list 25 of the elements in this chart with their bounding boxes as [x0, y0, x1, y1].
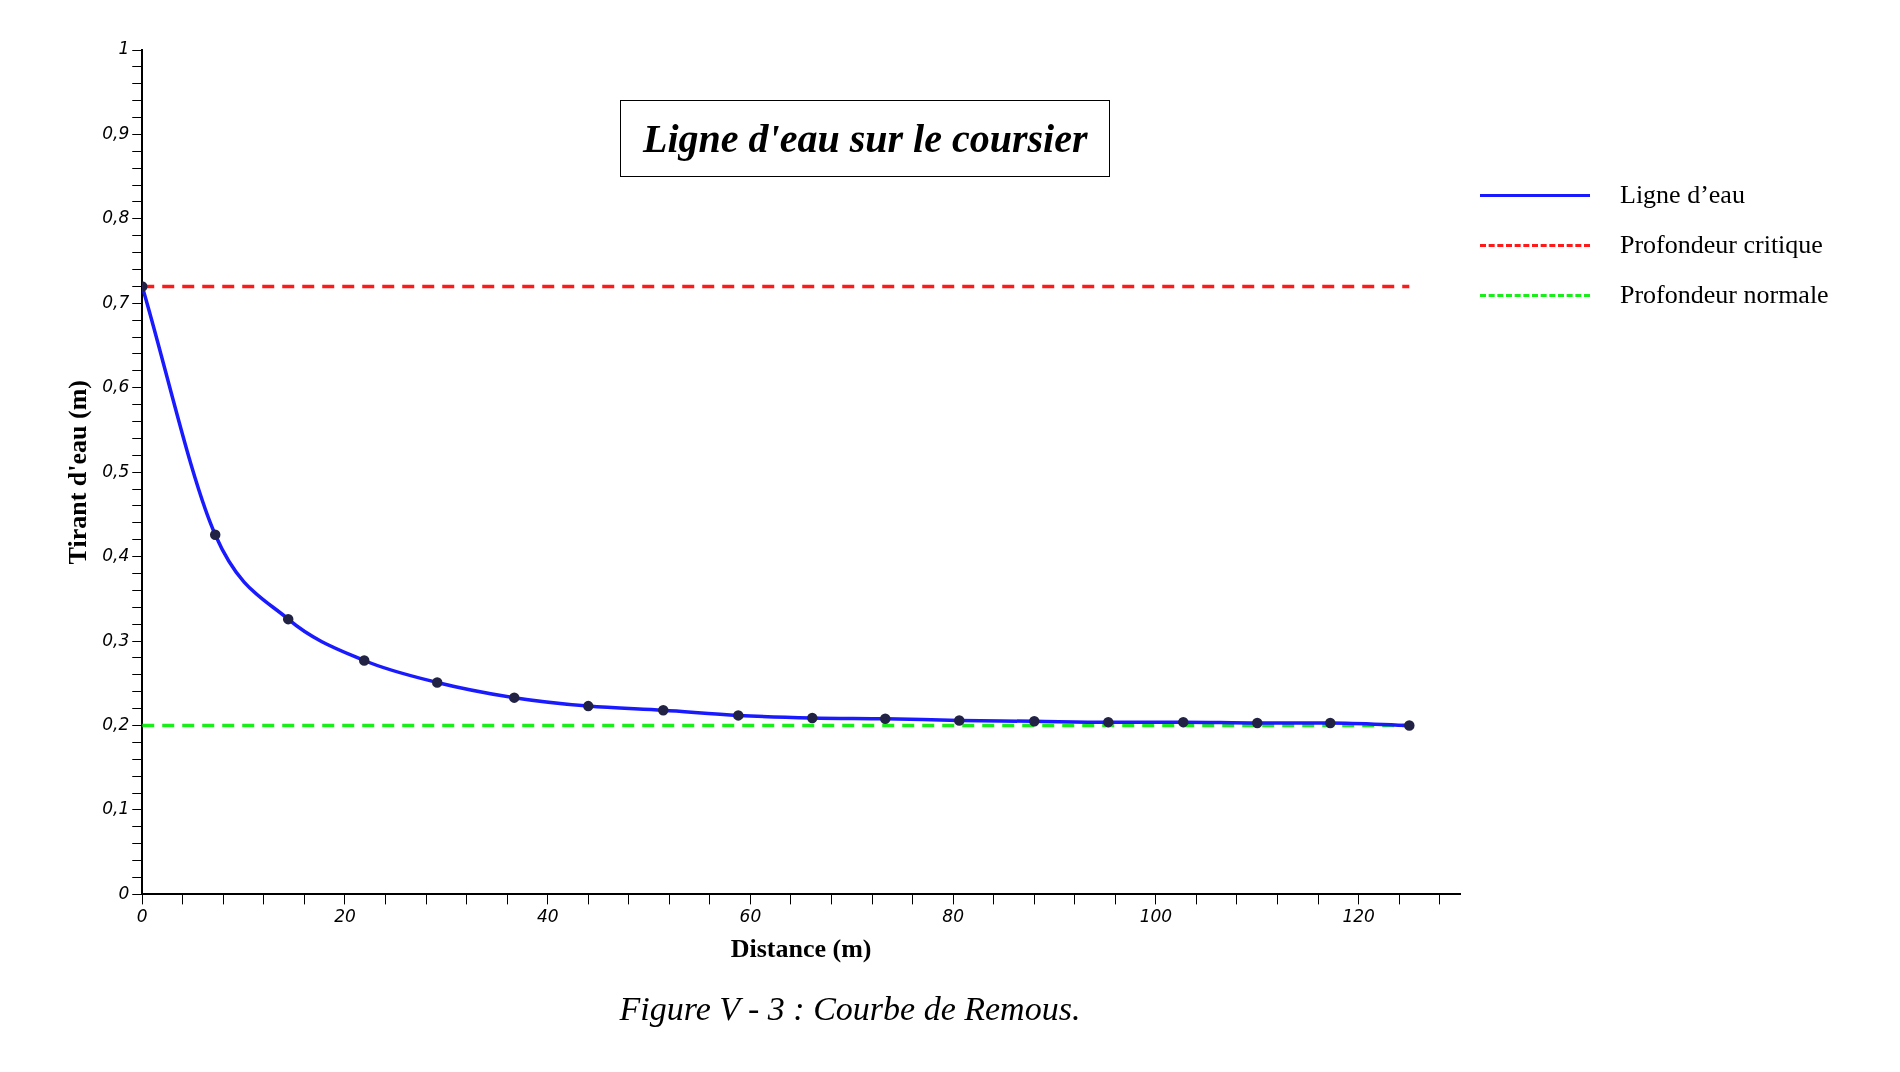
x-axis-title: Distance (m): [730, 934, 872, 964]
x-tick-label: 100: [1139, 906, 1173, 927]
y-tick-label: 0: [118, 882, 130, 903]
x-tick-label: 0: [136, 906, 148, 927]
y-tick-label: 1: [118, 38, 130, 59]
text: Figure V - 3 : Courbe de Remous.: [618, 990, 1082, 1028]
y-tick-label: 0,9: [102, 122, 130, 143]
y-tick-label: 0,7: [102, 291, 130, 312]
y-tick-label: 0,5: [102, 460, 130, 481]
x-tick-label: 60: [739, 906, 762, 927]
x-tick-label: 40: [536, 906, 559, 927]
y-tick-label: 0,1: [102, 798, 130, 819]
x-tick-label: 120: [1342, 906, 1375, 927]
legend-label: Ligne d’eau: [1620, 180, 1745, 210]
y-tick-label: 0,8: [102, 207, 130, 228]
legend-label: Profondeur critique: [1620, 230, 1823, 260]
y-tick-label: 0,6: [102, 376, 130, 397]
y-tick-label: 0,2: [102, 713, 130, 734]
x-tick-label: 80: [942, 906, 964, 927]
x-tick-label: 20: [334, 906, 356, 927]
y-tick-label: 0,3: [102, 629, 130, 650]
text: Ligne d'eau sur le coursier: [620, 100, 1111, 177]
y-tick-label: 0,4: [102, 545, 130, 566]
legend-label: Profondeur normale: [1620, 280, 1829, 310]
y-axis-title: Tirant d'eau (m): [63, 379, 93, 565]
